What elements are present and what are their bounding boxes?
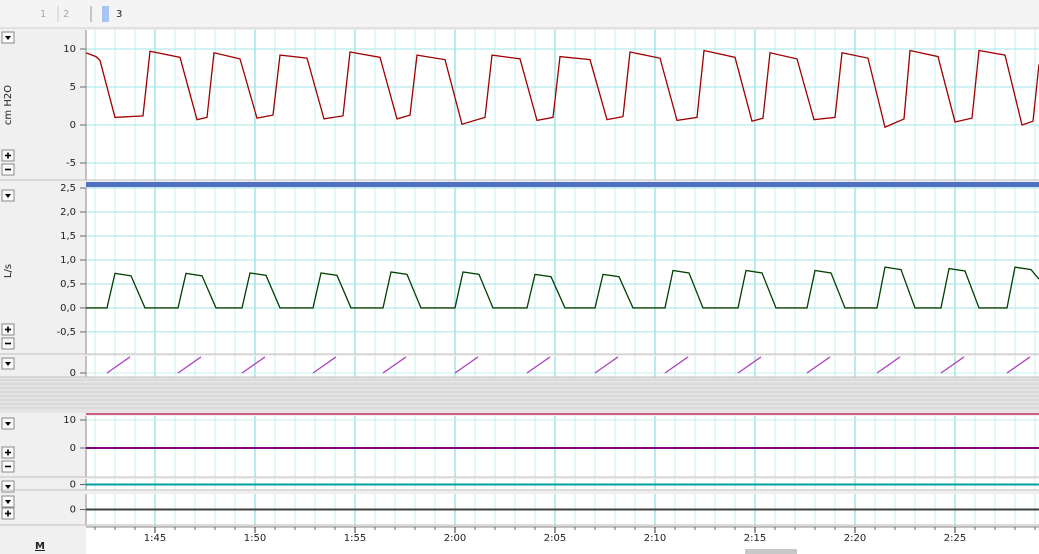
x-tick-label: 2:20	[844, 533, 866, 544]
y-tick-label: 0	[70, 443, 76, 454]
x-tick-label: 1:55	[344, 533, 366, 544]
trace	[106, 356, 1031, 374]
y-axis-label: cm H2O	[3, 85, 14, 125]
time-axis	[86, 527, 1039, 554]
x-tick-label: 2:10	[644, 533, 666, 544]
y-tick-label: 2,0	[60, 207, 76, 218]
button-minus[interactable]	[1, 460, 15, 473]
x-tick-label: 1:45	[144, 533, 166, 544]
footer-label[interactable]: M	[35, 541, 45, 552]
arrow-icon	[5, 485, 11, 489]
scrollbar[interactable]	[745, 549, 797, 554]
y-tick-label: 0,0	[60, 303, 76, 314]
y-tick-label: 0	[70, 120, 76, 131]
y-tick-label: 10	[63, 415, 76, 426]
y-tick-label: 2,5	[60, 183, 76, 194]
button-menu[interactable]	[1, 357, 15, 370]
y-tick-label: 0	[70, 505, 76, 516]
arrow-icon	[5, 36, 11, 40]
arrow-icon	[5, 194, 11, 198]
button-menu[interactable]	[1, 495, 15, 508]
y-tick-label: 0	[70, 480, 76, 491]
y-axis-label: L/s	[3, 264, 14, 278]
y-tick-label: -5	[66, 158, 76, 169]
y-tick-label: 0,5	[60, 279, 76, 290]
x-tick-label: 2:00	[444, 533, 466, 544]
x-tick-label: 2:05	[544, 533, 566, 544]
x-tick-label: 2:25	[944, 533, 966, 544]
trace	[86, 49, 1039, 129]
trace	[86, 266, 1039, 309]
y-tick-label: 0	[70, 368, 76, 379]
plot-area	[86, 356, 1039, 377]
y-tick-label: 5	[70, 82, 76, 93]
button-plus[interactable]	[1, 446, 15, 459]
tab-bar	[0, 0, 1039, 28]
button-menu[interactable]	[1, 31, 15, 44]
x-tick-label: 2:15	[744, 533, 766, 544]
button-plus[interactable]	[1, 149, 15, 162]
button-plus[interactable]	[1, 323, 15, 336]
button-minus[interactable]	[1, 163, 15, 176]
y-tick-label: 1,0	[60, 255, 76, 266]
y-tick-label: 10	[63, 44, 76, 55]
y-tick-label: -0,5	[56, 327, 76, 338]
tab[interactable]: 3	[116, 9, 122, 20]
button-plus[interactable]	[1, 507, 15, 520]
plot-area	[86, 188, 1039, 354]
tab-marker	[102, 6, 109, 22]
hidden-channels	[0, 377, 1039, 413]
button-menu[interactable]	[1, 480, 15, 493]
button-minus[interactable]	[1, 337, 15, 350]
x-tick-label: 1:50	[244, 533, 266, 544]
button-menu[interactable]	[1, 417, 15, 430]
y-tick-label: 1,5	[60, 231, 76, 242]
button-menu[interactable]	[1, 189, 15, 202]
plot-area	[86, 30, 1039, 180]
arrow-icon	[5, 362, 11, 366]
arrow-icon	[5, 422, 11, 426]
arrow-icon	[5, 500, 11, 504]
tab[interactable]: 1	[40, 9, 46, 20]
stripes	[0, 379, 1039, 409]
separator	[86, 182, 1039, 187]
tab[interactable]: 2	[63, 9, 69, 20]
plot-area	[86, 416, 1039, 477]
